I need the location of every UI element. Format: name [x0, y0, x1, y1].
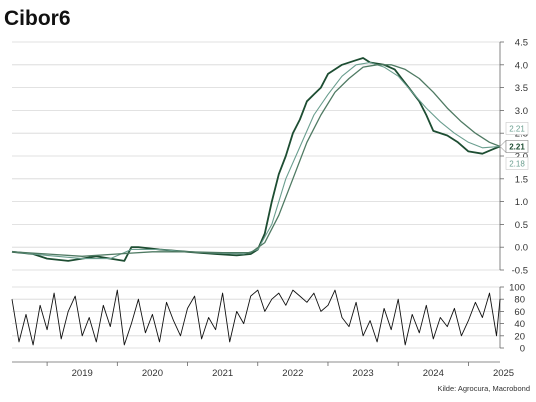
upper-y-axis: 4.54.03.53.02.52.01.51.00.50.0-0.5	[499, 38, 528, 277]
end-value-label: 2.18	[509, 159, 525, 168]
upper-y-tick-label: 4.0	[515, 60, 528, 71]
lower-y-tick-label: 0	[520, 344, 525, 355]
upper-y-tick-label: 1.0	[515, 197, 528, 208]
upper-y-tick-label: -0.5	[512, 266, 528, 277]
oscillator-line	[11, 289, 501, 346]
upper-y-tick-label: 3.5	[515, 83, 528, 94]
long-average-line	[11, 64, 501, 257]
upper-y-tick-label: 1.5	[515, 174, 528, 185]
end-value-label: 2.21	[509, 124, 525, 133]
source-note: Kilde: Agrocura, Macrobond	[437, 384, 530, 393]
x-tick-label: 2025	[493, 368, 514, 379]
oscillator-series-group	[11, 289, 501, 346]
x-tick-label: 2022	[282, 368, 303, 379]
x-tick-label: 2024	[423, 368, 444, 379]
end-value-labels: 2.21 2.21 2.18	[499, 122, 529, 170]
x-tick-label: 2019	[72, 368, 93, 379]
upper-y-tick-label: 2.0	[515, 152, 528, 163]
lower-y-tick-label: 20	[514, 331, 525, 342]
lower-y-tick-label: 100	[509, 283, 525, 294]
spot-rate-line	[11, 57, 501, 262]
lower-y-tick-label: 40	[514, 319, 525, 330]
x-tick-label: 2021	[212, 368, 233, 379]
short-average-line	[11, 61, 501, 260]
end-callout-pointer	[499, 139, 507, 154]
x-axis: 2019 2020 2021 2022 2023 2024 2025	[12, 361, 514, 379]
upper-y-tick-label: 3.0	[515, 106, 528, 117]
upper-gridlines	[12, 41, 500, 271]
end-value-box	[505, 157, 529, 170]
end-value-box	[505, 122, 529, 135]
end-value-box	[505, 140, 529, 153]
upper-y-tick-label: 0.0	[515, 243, 528, 254]
upper-y-tick-label: 4.5	[515, 38, 528, 49]
end-value-label: 2.21	[509, 142, 525, 151]
x-tick-label: 2020	[142, 368, 163, 379]
chart-title: Cibor6	[4, 7, 71, 30]
lower-y-tick-label: 80	[514, 295, 525, 306]
lower-y-tick-label: 60	[514, 307, 525, 318]
lower-gridlines	[12, 286, 500, 349]
rate-series-group	[11, 57, 501, 262]
upper-y-tick-label: 0.5	[515, 220, 528, 231]
x-tick-label: 2023	[353, 368, 374, 379]
